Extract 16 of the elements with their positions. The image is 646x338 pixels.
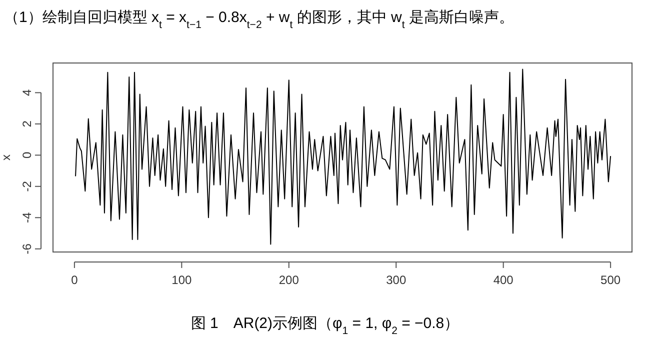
x-tick-label: 400 [493,273,514,287]
y-tick-label: 2 [20,120,34,128]
x-tick-label: 300 [386,273,406,287]
y-tick-label: -6 [20,243,34,254]
y-tick-label: 0 [20,152,34,158]
chart-title: （1）绘制自回归模型 x$_{t}$ = x$_{t−1}$ − 0.8x$_{t−2}$ + w$_{t}$ 的图形，其中 w$_{t}$ 是高斯白噪声。 [4,9,514,31]
x-tick-label: 500 [600,273,621,287]
line-series [75,68,612,245]
x-tick-label: 200 [278,273,300,287]
caption: 图 1 AR(2)示例图（φ$_{1}$ = 1, φ$_{2}$ = −0.8） [190,315,460,337]
x-tick-label: 0 [71,273,78,287]
y-axis-title: x [0,154,13,160]
y-tick-label: -4 [20,212,34,223]
y-tick-label: -2 [20,180,34,192]
y-tick-label: 4 [20,89,34,96]
x-tick-label: 100 [172,273,192,287]
